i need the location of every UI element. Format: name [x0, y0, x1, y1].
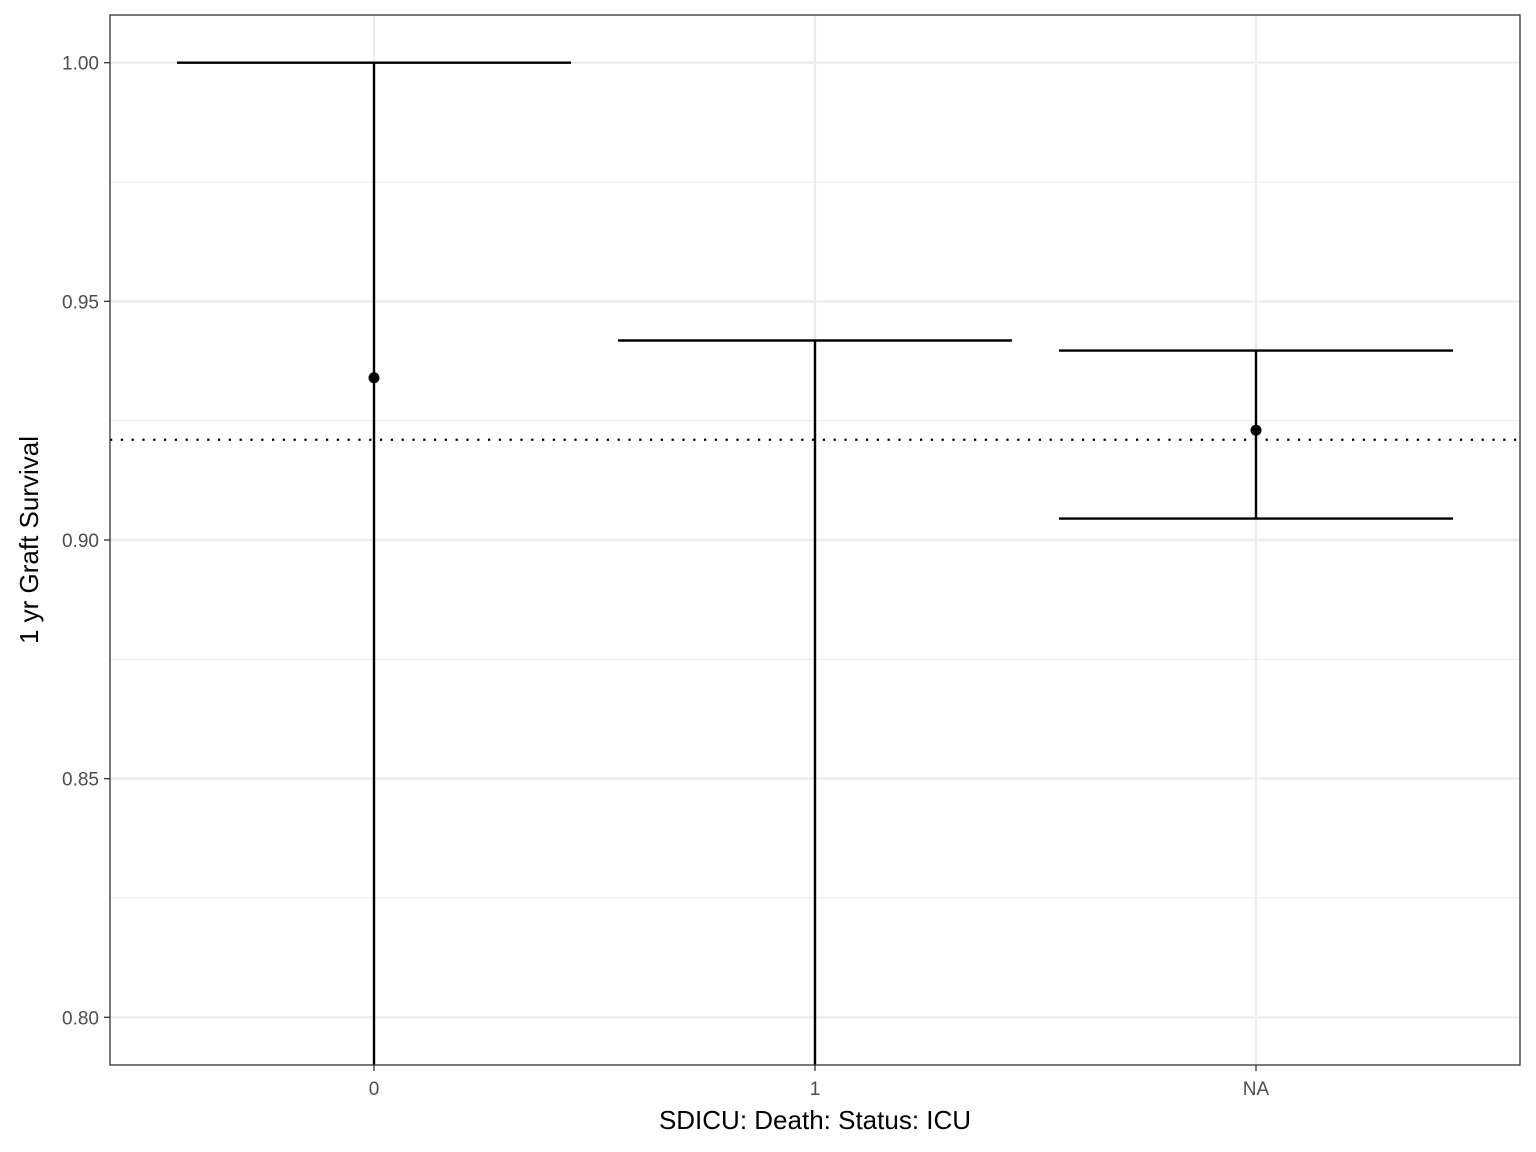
y-tick-label: 1.00: [62, 54, 99, 75]
y-axis: 0.80 0.85 0.90 0.95 1.00: [62, 54, 110, 1029]
x-tick-label: 0: [369, 1079, 380, 1100]
y-tick-label: 0.95: [62, 292, 99, 313]
y-tick-label: 0.80: [62, 1008, 99, 1029]
y-axis-title: 1 yr Graft Survival: [14, 436, 44, 644]
point-estimates: [368, 372, 1262, 436]
x-tick-label: 1: [810, 1079, 821, 1100]
point-estimate-0: [368, 372, 380, 384]
x-axis: 0 1 NA: [369, 1065, 1270, 1100]
y-tick-label: 0.85: [62, 770, 99, 791]
y-tick-label: 0.90: [62, 531, 99, 552]
x-axis-title: SDICU: Death: Status: ICU: [659, 1105, 971, 1135]
x-tick-label: NA: [1243, 1079, 1270, 1100]
error-bars: [177, 61, 1453, 1065]
point-estimate-NA: [1250, 424, 1262, 436]
